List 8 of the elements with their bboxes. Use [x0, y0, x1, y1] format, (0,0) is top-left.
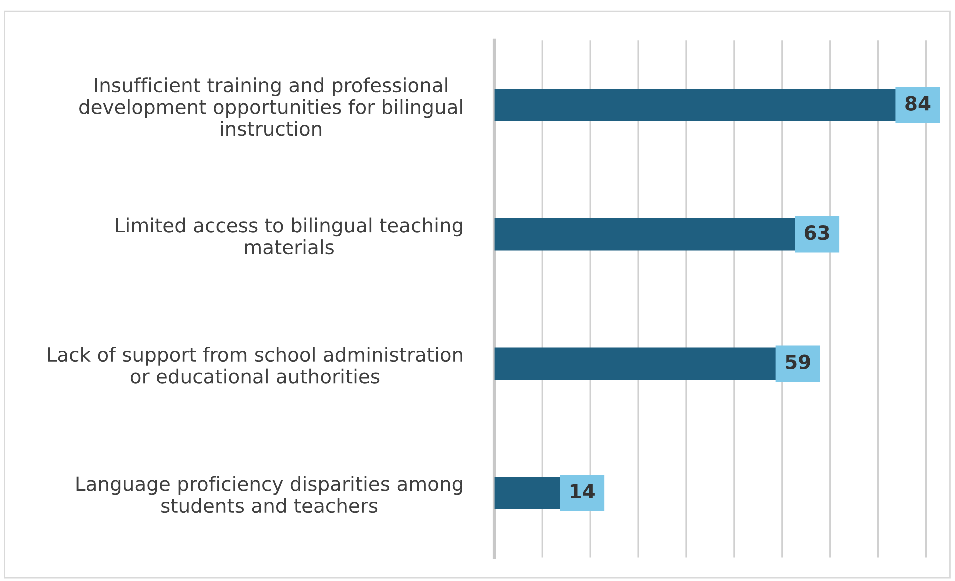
data-label: 63 — [804, 226, 830, 240]
data-label: 84 — [906, 96, 931, 111]
data-label: 14 — [570, 484, 595, 498]
y-tick-label: Lack of support from school administration or educational authorities — [48, 347, 462, 384]
data-label: 59 — [786, 354, 810, 370]
y-tick-label: Insufficient training and professional development opportunities for bilingual instruction — [80, 78, 462, 136]
y-tick-label: Limited access to bilingual teaching materials — [116, 218, 462, 255]
y-tick-label: Language proficiency disparities among students and teachers — [76, 476, 462, 514]
